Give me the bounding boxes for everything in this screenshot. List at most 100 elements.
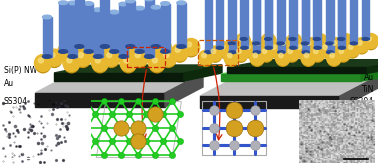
Ellipse shape	[229, 51, 236, 54]
Ellipse shape	[84, 2, 93, 5]
Circle shape	[316, 37, 320, 41]
Ellipse shape	[313, 38, 321, 40]
Circle shape	[227, 41, 240, 54]
Circle shape	[78, 53, 83, 58]
Circle shape	[345, 42, 360, 57]
Bar	[110, 12, 119, 51]
Ellipse shape	[93, 8, 102, 11]
Circle shape	[127, 42, 141, 57]
Circle shape	[114, 44, 131, 61]
Circle shape	[297, 45, 302, 49]
Polygon shape	[221, 67, 378, 74]
Bar	[277, 0, 284, 43]
Circle shape	[186, 42, 192, 47]
Circle shape	[313, 37, 326, 50]
Bar	[93, 10, 102, 56]
Circle shape	[327, 50, 341, 65]
Polygon shape	[221, 74, 361, 81]
Bar	[229, 0, 236, 52]
Circle shape	[265, 37, 269, 41]
Circle shape	[97, 39, 114, 55]
Ellipse shape	[302, 51, 309, 54]
Ellipse shape	[326, 42, 333, 45]
Circle shape	[268, 42, 283, 57]
Bar	[119, 4, 128, 56]
Bar	[100, 0, 109, 46]
Bar	[253, 0, 260, 52]
Circle shape	[126, 39, 143, 55]
Circle shape	[253, 53, 257, 58]
Circle shape	[184, 42, 198, 57]
Bar	[253, 0, 260, 43]
Bar	[198, 40, 238, 65]
Circle shape	[150, 58, 164, 73]
Circle shape	[228, 53, 232, 58]
Circle shape	[288, 37, 301, 50]
Ellipse shape	[302, 42, 308, 45]
Circle shape	[234, 49, 247, 62]
Circle shape	[328, 54, 340, 66]
Circle shape	[158, 42, 163, 47]
Ellipse shape	[119, 55, 128, 58]
Circle shape	[271, 45, 276, 49]
Polygon shape	[227, 60, 378, 67]
Circle shape	[276, 54, 289, 66]
Bar	[302, 0, 309, 52]
Polygon shape	[227, 67, 367, 73]
Ellipse shape	[126, 45, 135, 48]
Circle shape	[47, 53, 62, 67]
Bar	[290, 0, 297, 48]
Circle shape	[277, 38, 293, 53]
Circle shape	[69, 39, 86, 55]
Ellipse shape	[265, 46, 272, 49]
Ellipse shape	[290, 46, 297, 49]
Ellipse shape	[161, 50, 170, 53]
Circle shape	[237, 49, 241, 53]
Circle shape	[171, 44, 188, 61]
Circle shape	[330, 41, 342, 54]
Circle shape	[260, 49, 273, 62]
Circle shape	[246, 45, 251, 49]
Bar	[84, 3, 93, 51]
Bar	[240, 0, 247, 39]
Ellipse shape	[253, 51, 260, 54]
Circle shape	[91, 54, 108, 72]
Ellipse shape	[161, 2, 170, 5]
Bar	[302, 0, 308, 43]
Bar	[75, 0, 84, 46]
Bar	[326, 0, 333, 43]
Circle shape	[87, 48, 102, 62]
Text: Si(P) NW: Si(P) NW	[4, 66, 37, 75]
Circle shape	[99, 42, 113, 57]
Circle shape	[304, 41, 317, 54]
Bar	[126, 1, 135, 46]
Circle shape	[285, 46, 299, 61]
Circle shape	[281, 41, 285, 45]
Circle shape	[288, 49, 293, 53]
Circle shape	[303, 38, 318, 53]
Circle shape	[90, 47, 95, 52]
Circle shape	[34, 54, 51, 72]
Ellipse shape	[59, 1, 68, 4]
Circle shape	[235, 34, 251, 48]
Circle shape	[183, 39, 200, 55]
Circle shape	[233, 46, 248, 61]
Circle shape	[365, 37, 377, 50]
Ellipse shape	[241, 46, 248, 49]
Circle shape	[116, 48, 130, 62]
Ellipse shape	[253, 42, 260, 45]
Circle shape	[243, 42, 257, 57]
Circle shape	[269, 45, 282, 58]
Circle shape	[262, 49, 267, 53]
Ellipse shape	[68, 1, 77, 5]
Polygon shape	[54, 73, 184, 81]
Circle shape	[312, 34, 327, 48]
Bar	[204, 0, 212, 52]
Circle shape	[121, 58, 136, 73]
Bar	[314, 0, 321, 48]
Ellipse shape	[151, 45, 160, 48]
Bar	[265, 0, 272, 48]
Circle shape	[160, 49, 177, 66]
Bar	[135, 8, 144, 51]
Circle shape	[133, 53, 147, 67]
